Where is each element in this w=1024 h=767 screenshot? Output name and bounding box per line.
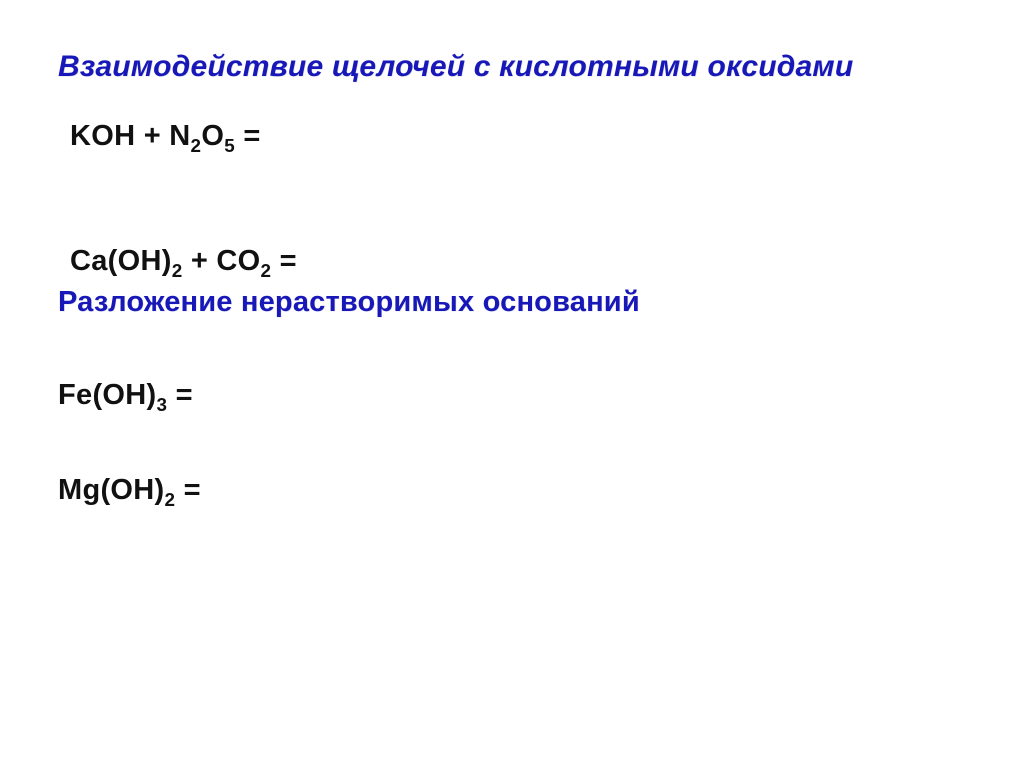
eq3-sub1: 3 [156, 394, 167, 415]
eq2-suffix: = [271, 245, 297, 277]
eq4-suffix: = [175, 474, 201, 506]
equation-3: Fe(OH)3 = [58, 379, 969, 412]
eq3-suffix: = [167, 379, 193, 411]
eq1-suffix: = [235, 120, 261, 152]
equation-1: KOH + N2O5 = [70, 120, 969, 153]
eq3-prefix: Fe(OH) [58, 379, 156, 411]
eq1-sub1: 2 [191, 135, 202, 156]
eq1-prefix: KOH + N [70, 120, 191, 152]
subheading: Разложение нерастворимых оснований [58, 286, 969, 319]
eq1-mid: O [201, 120, 224, 152]
eq4-sub1: 2 [165, 489, 176, 510]
slide-title: Взаимодействие щелочей с кислотными окси… [58, 50, 969, 84]
equation-4: Mg(OH)2 = [58, 474, 969, 507]
eq2-sub1: 2 [172, 260, 183, 281]
eq1-sub2: 5 [224, 135, 235, 156]
slide: Взаимодействие щелочей с кислотными окси… [0, 0, 1024, 767]
eq4-prefix: Mg(OH) [58, 474, 165, 506]
eq2-prefix: Ca(OH) [70, 245, 172, 277]
eq2-mid: + CO [182, 245, 260, 277]
eq2-sub2: 2 [261, 260, 272, 281]
equation-2: Ca(OH)2 + CO2 = [70, 245, 969, 278]
